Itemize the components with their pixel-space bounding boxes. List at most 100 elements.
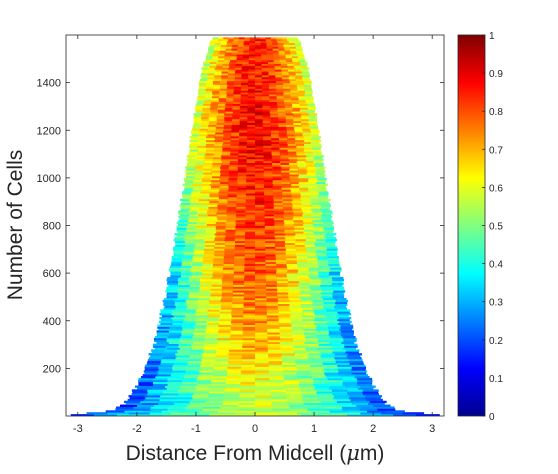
heatmap-cell	[161, 315, 175, 318]
heatmap-cell	[225, 221, 237, 224]
heatmap-cell	[261, 67, 270, 70]
heatmap-cell	[284, 377, 300, 381]
heatmap-cell	[327, 320, 340, 324]
heatmap-cell	[183, 238, 195, 242]
heatmap-cell	[209, 196, 220, 200]
heatmap-cell	[291, 111, 300, 114]
heatmap-cell	[265, 238, 276, 242]
heatmap-cell	[262, 118, 271, 122]
heatmap-cell	[290, 94, 299, 97]
heatmap-cell	[342, 335, 356, 339]
heatmap-cell	[222, 269, 235, 272]
x-tick-label: -3	[73, 423, 83, 435]
heatmap-cell	[219, 185, 230, 188]
heatmap-cell	[211, 181, 221, 184]
heatmap-cell	[224, 57, 231, 61]
heatmap-cell	[287, 139, 297, 143]
heatmap-cell	[255, 168, 265, 171]
heatmap-cell	[215, 134, 224, 137]
heatmap-cell	[194, 168, 205, 171]
heatmap-cell	[255, 267, 267, 270]
heatmap-cell	[235, 221, 246, 224]
heatmap-cell	[336, 315, 349, 318]
heatmap-cell	[325, 318, 338, 322]
heatmap-cell	[288, 67, 296, 70]
heatmap-cell	[273, 214, 284, 217]
heatmap-cell	[293, 115, 302, 118]
heatmap-cell	[204, 160, 214, 164]
heatmap-cell	[197, 95, 206, 99]
heatmap-cell	[242, 54, 250, 57]
heatmap-cell	[242, 63, 250, 66]
heatmap-cell	[301, 69, 309, 72]
heatmap-cell	[232, 292, 245, 295]
heatmap-cell	[319, 267, 331, 270]
heatmap-cell	[301, 113, 310, 116]
heatmap-cell	[270, 393, 287, 396]
heatmap-cell	[224, 115, 233, 118]
heatmap-cell	[134, 385, 151, 388]
heatmap-cell	[279, 341, 293, 345]
heatmap-cell	[265, 254, 276, 257]
heatmap-cell	[208, 71, 216, 74]
heatmap-cell	[240, 376, 256, 379]
heatmap-cell	[336, 362, 351, 365]
heatmap-cell	[266, 301, 279, 305]
heatmap-cell	[207, 204, 218, 207]
heatmap-cell	[277, 105, 286, 108]
heatmap-cell	[334, 398, 352, 402]
heatmap-cell	[299, 103, 308, 106]
heatmap-cell	[220, 408, 239, 411]
heatmap-cell	[218, 196, 229, 200]
heatmap-cell	[236, 191, 247, 194]
heatmap-cell	[240, 105, 249, 108]
heatmap-cell	[239, 398, 256, 402]
heatmap-cell	[217, 208, 228, 211]
heatmap-cell	[323, 301, 336, 305]
heatmap-cell	[201, 76, 209, 80]
heatmap-cell	[255, 391, 271, 394]
heatmap-cell	[205, 225, 217, 228]
heatmap-cell	[268, 353, 283, 356]
heatmap-cell	[171, 370, 187, 373]
heatmap-cell	[239, 395, 256, 398]
heatmap-cell	[233, 92, 242, 95]
heatmap-cell	[234, 246, 246, 249]
heatmap-cell	[283, 223, 295, 226]
heatmap-cell	[177, 231, 188, 234]
heatmap-cell	[271, 40, 279, 44]
heatmap-cell	[255, 141, 264, 144]
heatmap-cell	[202, 261, 214, 264]
heatmap-cell	[300, 303, 313, 306]
heatmap-cell	[274, 235, 286, 238]
heatmap-cell	[285, 120, 294, 124]
heatmap-cell	[289, 175, 299, 179]
heatmap-cell	[149, 356, 163, 360]
heatmap-cell	[307, 181, 317, 184]
heatmap-cell	[230, 324, 244, 327]
heatmap-cell	[171, 261, 183, 264]
heatmap-cell	[268, 372, 284, 375]
heatmap-cell	[227, 78, 236, 82]
heatmap-cell	[161, 358, 176, 362]
heatmap-cell	[183, 177, 194, 181]
heatmap-cell	[204, 240, 216, 244]
heatmap-cell	[247, 118, 256, 122]
heatmap-cell	[210, 40, 217, 44]
heatmap-cell	[218, 193, 229, 196]
heatmap-cell	[281, 170, 291, 173]
heatmap-cell	[317, 177, 327, 181]
heatmap-cell	[168, 341, 182, 345]
heatmap-cell	[282, 193, 293, 196]
heatmap-cell	[224, 254, 236, 257]
heatmap-cell	[173, 254, 185, 257]
heatmap-cell	[200, 195, 211, 198]
heatmap-cell	[222, 69, 230, 72]
heatmap-cell	[244, 276, 256, 280]
colorbar-tick-label: 0.9	[489, 69, 503, 80]
heatmap-cell	[221, 156, 231, 160]
heatmap-cell	[280, 172, 291, 175]
heatmap-cell	[226, 92, 235, 95]
heatmap-cell	[290, 95, 299, 99]
heatmap-cell	[213, 257, 225, 261]
